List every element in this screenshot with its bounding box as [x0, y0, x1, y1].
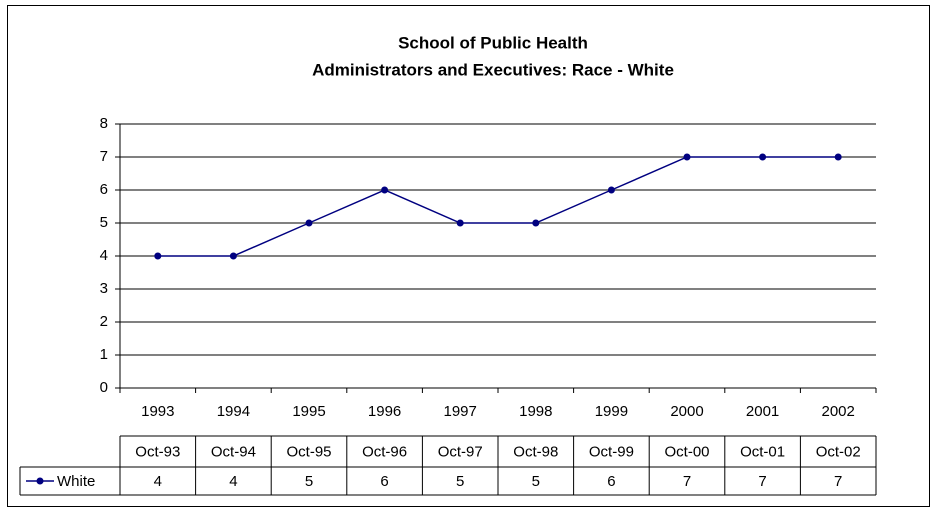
data-point	[456, 219, 464, 227]
x-tick-label: 2001	[746, 403, 779, 420]
table-value: 5	[456, 473, 464, 490]
table-header: Oct-02	[816, 443, 861, 460]
y-tick-label: 6	[100, 181, 108, 198]
x-tick-label: 2000	[670, 403, 703, 420]
table-value: 6	[380, 473, 388, 490]
data-point	[154, 252, 162, 260]
x-tick-label: 1995	[292, 403, 325, 420]
y-tick-label: 2	[100, 313, 108, 330]
table-header: Oct-93	[135, 443, 180, 460]
data-point	[305, 219, 313, 227]
table-value: 7	[834, 473, 842, 490]
table-header: Oct-01	[740, 443, 785, 460]
x-tick-label: 1994	[217, 403, 250, 420]
table-header: Oct-99	[589, 443, 634, 460]
data-point	[229, 252, 237, 260]
table-header: Oct-95	[286, 443, 331, 460]
legend-marker	[36, 477, 44, 485]
table-header: Oct-98	[513, 443, 558, 460]
table-value: 7	[758, 473, 766, 490]
data-point	[381, 186, 389, 194]
data-point	[834, 153, 842, 161]
x-tick-label: 1993	[141, 403, 174, 420]
table-value: 5	[305, 473, 313, 490]
chart-subtitle: Administrators and Executives: Race - Wh…	[312, 60, 674, 79]
y-tick-label: 4	[100, 247, 108, 264]
y-tick-label: 0	[100, 379, 108, 396]
x-tick-label: 1999	[595, 403, 628, 420]
y-tick-label: 5	[100, 214, 108, 231]
x-tick-label: 1998	[519, 403, 552, 420]
table-value: 4	[229, 473, 237, 490]
table-header: Oct-94	[211, 443, 256, 460]
table-value: 7	[683, 473, 691, 490]
data-point	[683, 153, 691, 161]
x-tick-label: 1996	[368, 403, 401, 420]
table-header: Oct-97	[438, 443, 483, 460]
table-value: 6	[607, 473, 615, 490]
chart-title: School of Public Health	[398, 33, 588, 52]
x-tick-label: 1997	[444, 403, 477, 420]
legend-label: White	[57, 473, 95, 490]
table-header: Oct-96	[362, 443, 407, 460]
table-value: 4	[154, 473, 162, 490]
y-tick-label: 3	[100, 280, 108, 297]
y-tick-label: 1	[100, 346, 108, 363]
y-tick-label: 7	[100, 148, 108, 165]
data-point	[607, 186, 615, 194]
series-line	[157, 156, 839, 257]
x-tick-label: 2002	[822, 403, 855, 420]
table-header: Oct-00	[664, 443, 709, 460]
y-tick-label: 8	[100, 115, 108, 132]
data-point	[759, 153, 767, 161]
table-value: 5	[532, 473, 540, 490]
data-point	[532, 219, 540, 227]
